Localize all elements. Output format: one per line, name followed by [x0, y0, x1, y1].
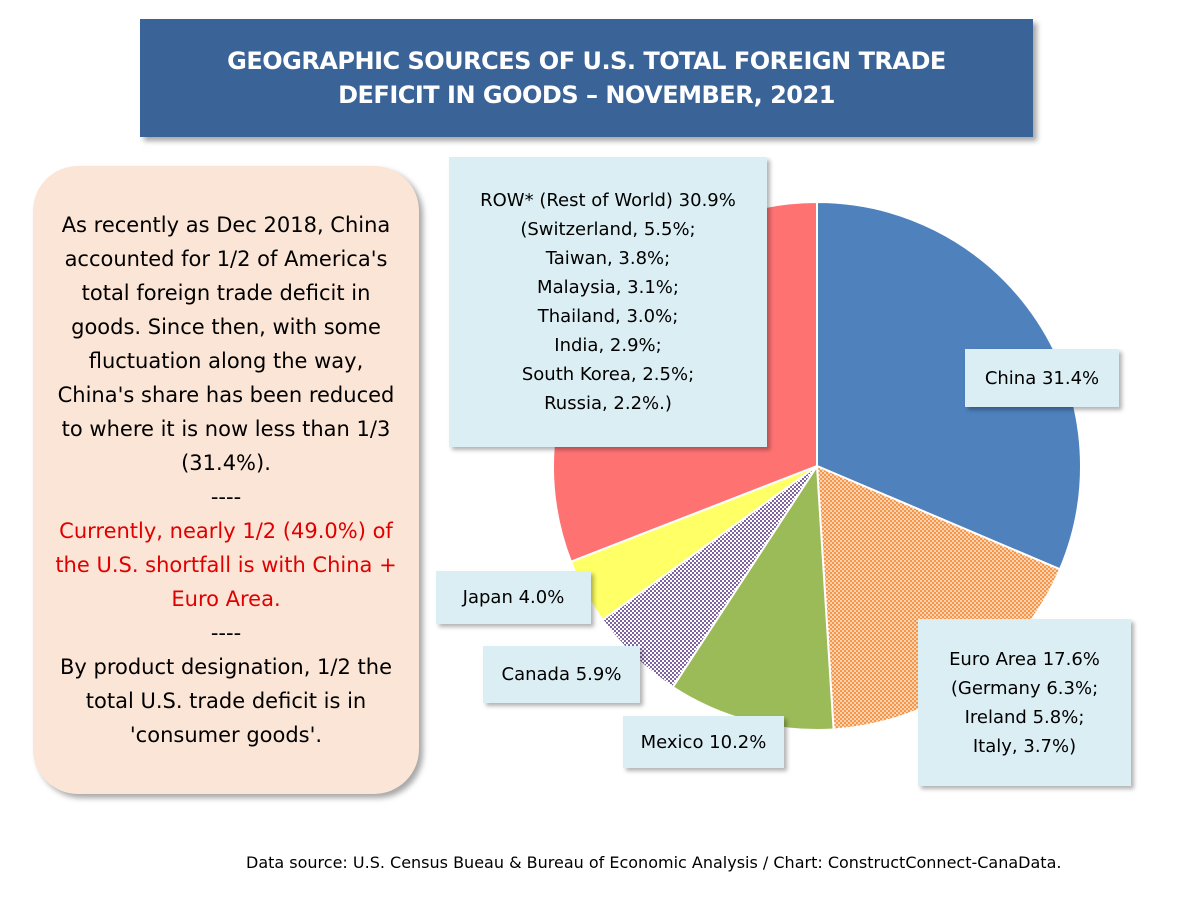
commentary-paragraph-3: By product designation, 1/2 the total U.…: [59, 655, 392, 747]
data-source-note: Data source: U.S. Census Bueau & Bureau …: [246, 853, 1062, 872]
commentary-box: As recently as Dec 2018, China accounted…: [33, 166, 419, 794]
data-label-line: Ireland 5.8%;: [964, 706, 1085, 728]
data-label-line: South Korea, 2.5%;: [521, 364, 695, 385]
title-line-2: DEFICIT IN GOODS – NOVEMBER, 2021: [338, 81, 835, 109]
data-label-japan: Japan 4.0%: [436, 571, 591, 624]
data-label-line: Russia, 2.2%.): [544, 393, 672, 414]
data-label-line: (Switzerland, 5.5%;: [520, 219, 696, 240]
pie-slice-china: [816, 200, 1082, 571]
title-line-1: GEOGRAPHIC SOURCES OF U.S. TOTAL FOREIGN…: [227, 47, 946, 75]
commentary-paragraph-1: As recently as Dec 2018, China accounted…: [57, 213, 395, 475]
data-label-line: Thailand, 3.0%;: [537, 306, 679, 327]
data-label-china: China 31.4%: [965, 349, 1119, 407]
data-label-line: India, 2.9%;: [554, 335, 662, 356]
data-label-canada: Canada 5.9%: [483, 646, 640, 703]
data-label-line: China 31.4%: [984, 367, 1100, 389]
data-label-line: (Germany 6.3%;: [950, 677, 1099, 699]
data-label-line: ROW* (Rest of World) 30.9%: [480, 190, 736, 211]
data-label-line: Italy, 3.7%): [972, 735, 1077, 757]
commentary-separator-2: ----: [210, 621, 242, 645]
data-label-line: Japan 4.0%: [462, 587, 565, 608]
commentary-paragraph-2: Currently, nearly 1/2 (49.0%) of the U.S…: [55, 519, 397, 611]
data-label-mexico: Mexico 10.2%: [623, 716, 784, 768]
data-label-line: Euro Area 17.6%: [949, 648, 1100, 670]
data-label-euro-area: Euro Area 17.6% (Germany 6.3%; Ireland 5.8…: [918, 619, 1131, 786]
chart-title: GEOGRAPHIC SOURCES OF U.S. TOTAL FOREIGN…: [140, 19, 1033, 137]
data-label-line: Taiwan, 3.8%;: [545, 248, 671, 269]
data-label-line: Mexico 10.2%: [640, 731, 767, 753]
commentary-separator-1: ----: [210, 485, 242, 509]
data-label-line: Malaysia, 3.1%;: [537, 277, 679, 298]
data-label-line: Canada 5.9%: [501, 664, 622, 685]
data-label-row-rest-of-world: ROW* (Rest of World) 30.9% (Switzerland, …: [449, 157, 767, 447]
